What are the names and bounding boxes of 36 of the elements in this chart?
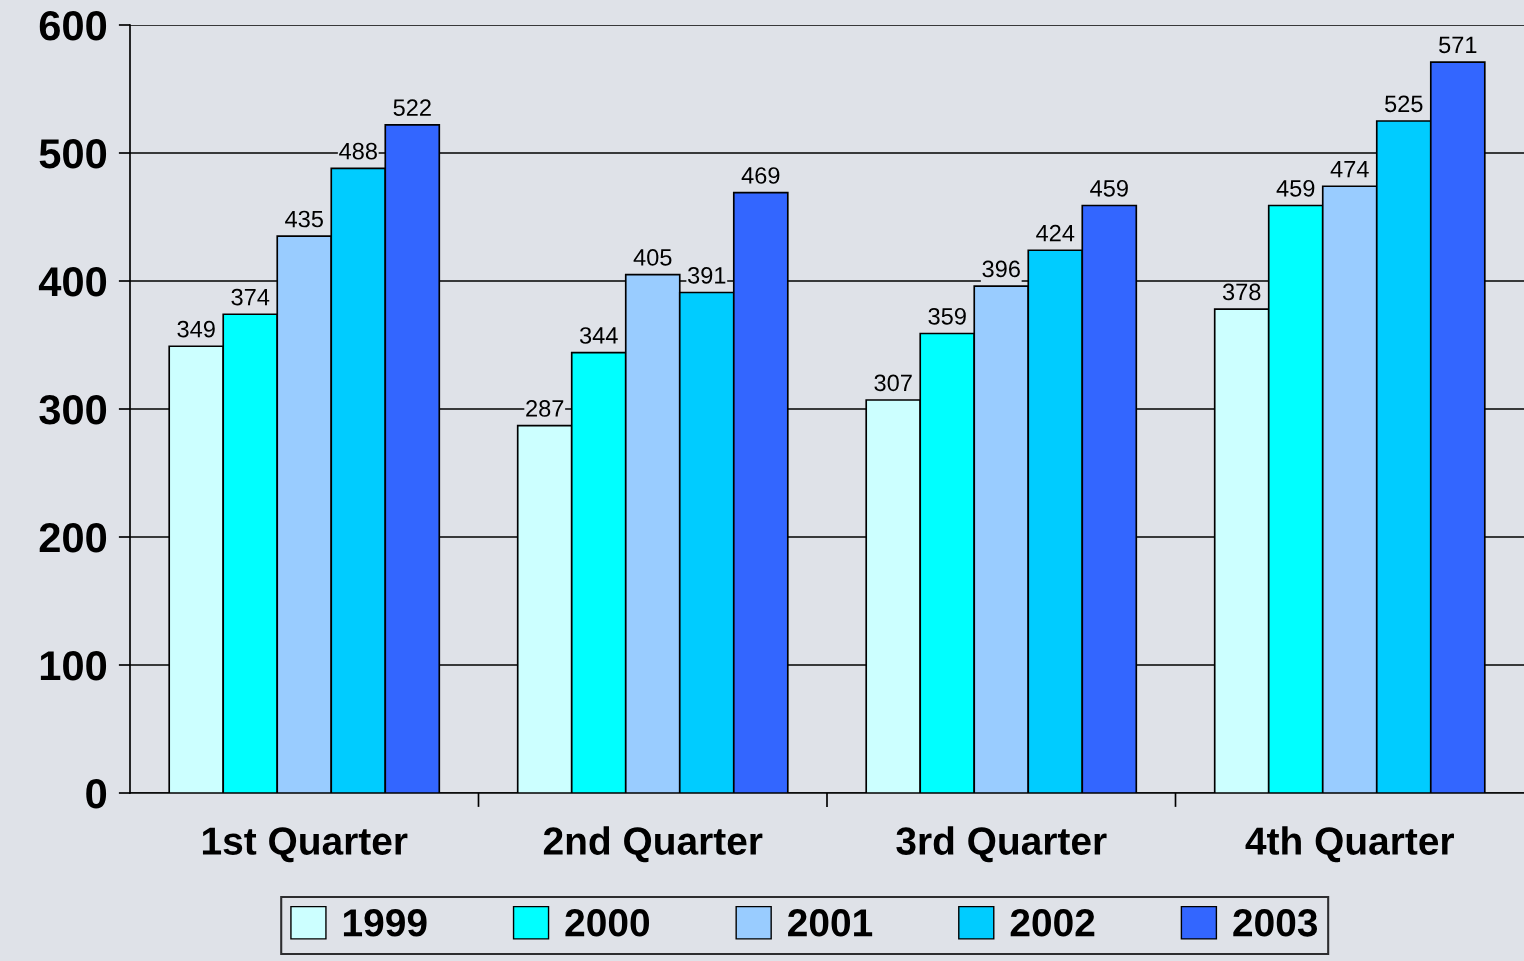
data-label: 525	[1385, 95, 1423, 113]
data-label: 469	[741, 167, 780, 184]
x-tick-label: 1st Quarter	[202, 827, 408, 863]
data-label: 405	[633, 249, 672, 266]
y-tick-label: 500	[39, 139, 107, 169]
y-tick-label: 200	[39, 523, 107, 553]
data-label: 344	[579, 327, 618, 344]
data-label: 522	[393, 99, 431, 117]
data-label: 435	[285, 210, 323, 228]
y-tick-label: 0	[86, 779, 107, 809]
data-label: 359	[928, 307, 966, 325]
data-label: 374	[231, 288, 270, 306]
y-tick-label: 600	[39, 11, 107, 41]
data-label: 459	[1090, 179, 1128, 197]
data-label: 474	[1330, 160, 1369, 178]
x-tick-label: 3rd Quarter	[896, 826, 1107, 863]
y-tick-label: 400	[38, 267, 107, 297]
y-tick-label: 100	[40, 651, 107, 681]
legend-label: 2001	[788, 909, 873, 937]
legend-label: 1999	[343, 909, 427, 937]
data-label: 391	[687, 266, 726, 284]
data-label: 378	[1222, 283, 1261, 301]
data-label: 349	[177, 320, 215, 338]
data-label: 424	[1036, 224, 1075, 242]
legend-label: 2000	[565, 909, 650, 937]
data-label: 571	[1439, 36, 1477, 54]
x-tick-label: 4th Quarter	[1245, 826, 1454, 863]
data-label: 307	[874, 374, 912, 392]
legend-label: 2003	[1233, 909, 1318, 937]
data-label: 459	[1276, 179, 1315, 197]
y-tick-label: 300	[39, 395, 107, 425]
data-label: 396	[982, 260, 1020, 278]
x-tick-label: 2nd Quarter	[543, 826, 763, 863]
data-label: 287	[526, 400, 564, 417]
legend-label: 2002	[1010, 909, 1095, 937]
data-label: 488	[339, 142, 377, 160]
